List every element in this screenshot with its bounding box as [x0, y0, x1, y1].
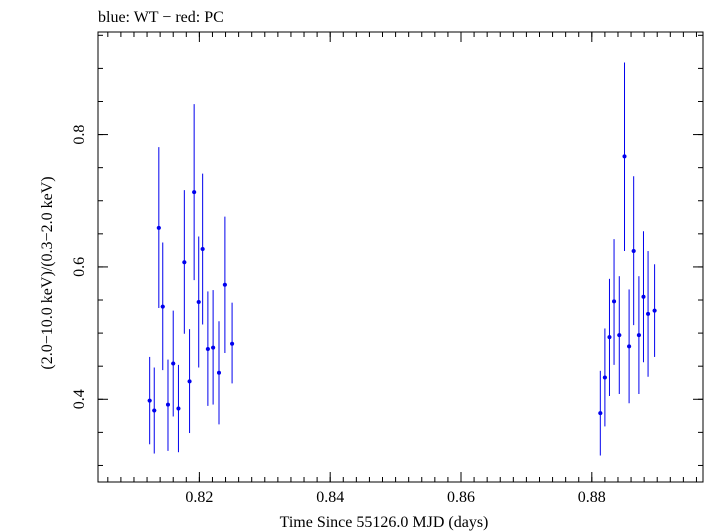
data-point [222, 282, 227, 287]
y-axis: 0.4 0.6 0.8 [71, 34, 703, 466]
data-point [622, 154, 627, 159]
data-point [165, 402, 170, 407]
x-axis: 0.82 0.84 0.86 0.88 [107, 32, 697, 506]
x-tick-label: 0.82 [185, 489, 213, 506]
data-point [211, 345, 216, 350]
data-point [602, 375, 607, 380]
data-point [646, 311, 651, 316]
y-tick-label: 0.8 [71, 125, 88, 145]
data-point [627, 344, 632, 349]
data-point [192, 190, 197, 195]
data-point [196, 300, 201, 304]
data-point [205, 346, 210, 351]
data-point [160, 304, 165, 309]
y-tick-label: 0.6 [71, 257, 88, 277]
data-point [652, 308, 657, 313]
data-point [598, 411, 603, 416]
data-point [176, 406, 181, 411]
data-point [147, 398, 152, 403]
data-point [187, 379, 192, 384]
x-tick-label: 0.84 [316, 489, 344, 506]
data-point [156, 225, 161, 230]
data-point [230, 341, 235, 346]
y-tick-label: 0.4 [71, 389, 88, 409]
data-point [171, 361, 176, 366]
data-points [147, 62, 657, 456]
data-point [200, 247, 205, 252]
plot-frame [97, 31, 704, 483]
chart-title: blue: WT − red: PC [98, 9, 224, 26]
data-point [641, 294, 646, 299]
x-tick-label: 0.86 [447, 489, 475, 506]
data-point [607, 335, 612, 340]
data-point [636, 333, 641, 338]
y-axis-label: (2.0−10.0 keV)/(0.3−2.0 keV) [39, 176, 56, 369]
data-point [612, 299, 617, 304]
x-axis-label: Time Since 55126.0 MJD (days) [280, 514, 489, 531]
x-tick-label: 0.88 [578, 489, 606, 506]
data-point [617, 333, 622, 338]
data-point [217, 370, 221, 375]
data-point [631, 249, 636, 254]
data-point [182, 260, 187, 265]
data-point [152, 408, 157, 413]
